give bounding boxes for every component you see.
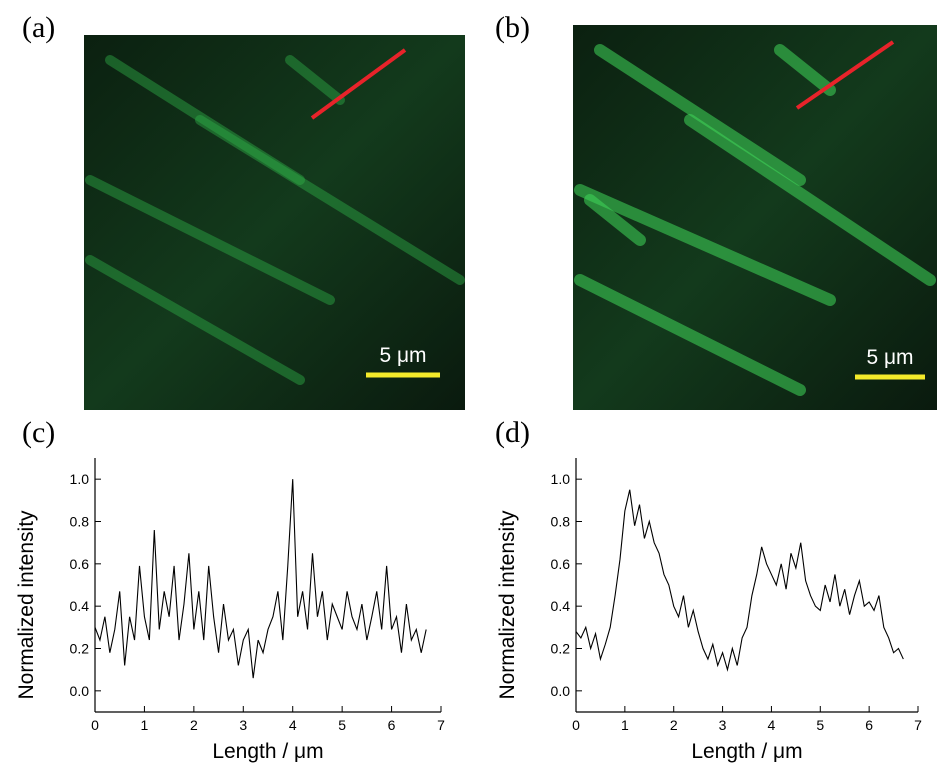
x-tick-label: 6 xyxy=(388,717,396,733)
image-b: 5 μm (b) xyxy=(495,11,937,410)
panel-label: (a) xyxy=(22,11,55,44)
x-axis-label: Length / μm xyxy=(691,740,802,763)
x-tick-label: 5 xyxy=(338,717,346,733)
scale-bar-label: 5 μm xyxy=(379,344,426,367)
x-tick-label: 3 xyxy=(719,717,727,733)
x-tick-label: 4 xyxy=(289,717,297,733)
y-tick-label: 0.4 xyxy=(551,598,571,614)
x-tick-label: 1 xyxy=(621,717,629,733)
panel-label: (d) xyxy=(495,416,530,449)
data-line xyxy=(575,489,904,672)
scale-bar-label: 5 μm xyxy=(866,346,913,369)
x-tick-label: 7 xyxy=(437,717,445,733)
y-tick-label: 0.8 xyxy=(551,514,571,530)
data-line xyxy=(94,479,427,679)
x-tick-label: 0 xyxy=(91,717,99,733)
y-tick-label: 0.2 xyxy=(70,641,90,657)
y-tick-label: 1.0 xyxy=(70,471,90,487)
x-tick-label: 2 xyxy=(190,717,198,733)
y-tick-label: 0.0 xyxy=(551,683,571,699)
y-tick-label: 0.4 xyxy=(70,598,90,614)
panel-label: (c) xyxy=(22,416,55,449)
chart: (d) 0.0 0.2 0.4 0.6 0.8 1.0 0 1 2 3 4 5 6 7 Length / μm… xyxy=(495,416,922,763)
x-tick-label: 4 xyxy=(768,717,776,733)
x-tick-label: 0 xyxy=(572,717,580,733)
x-tick-label: 2 xyxy=(670,717,678,733)
x-tick-label: 6 xyxy=(865,717,873,733)
y-tick-label: 0.2 xyxy=(551,641,571,657)
y-tick-label: 1.0 xyxy=(551,471,571,487)
y-axis-label: Normalized intensity xyxy=(496,510,519,700)
chart: (c) 0.0 0.2 0.4 0.6 0.8 1.0 0 1 2 3 4 5 6 7 Length / μm… xyxy=(15,416,445,763)
panel-label: (b) xyxy=(495,11,530,44)
x-axis-label: Length / μm xyxy=(212,740,323,763)
x-tick-label: 1 xyxy=(141,717,149,733)
image-a: 5 μm (a) xyxy=(22,11,465,410)
x-tick-label: 7 xyxy=(914,717,922,733)
y-tick-label: 0.6 xyxy=(70,556,90,572)
x-tick-label: 3 xyxy=(239,717,247,733)
x-tick-label: 5 xyxy=(816,717,824,733)
y-axis-label: Normalized intensity xyxy=(15,510,38,700)
y-tick-label: 0.6 xyxy=(551,556,571,572)
y-tick-label: 0.0 xyxy=(70,683,90,699)
y-tick-label: 0.8 xyxy=(70,514,90,530)
